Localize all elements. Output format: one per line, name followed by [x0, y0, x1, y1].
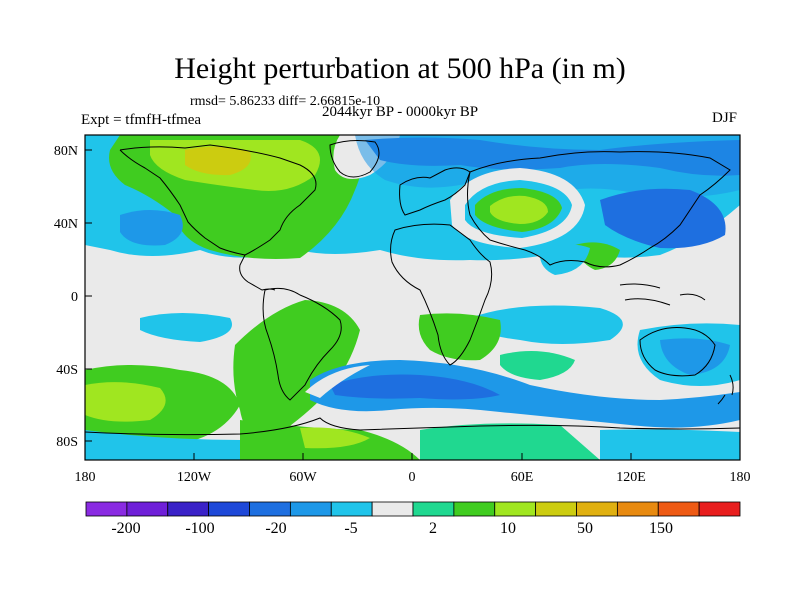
colorbar-label-neg5: -5 — [344, 520, 357, 537]
colorbar-swatch — [616, 501, 659, 517]
coast-greenland — [329, 140, 380, 178]
period-label: 2044kyr BP - 0000kyr BP — [322, 104, 479, 120]
india-lightblue — [539, 244, 590, 275]
colorbar-swatch — [167, 501, 210, 517]
colorbar-swatch — [576, 501, 618, 517]
coast-south-america — [262, 287, 342, 401]
colorbar-label-10: 10 — [500, 520, 516, 537]
season-label: DJF — [712, 110, 738, 126]
colorbar-label-neg200: -200 — [111, 520, 140, 537]
lat-tick-40s: 40S — [56, 363, 78, 378]
pacific-blue-blob — [120, 210, 183, 246]
colorbar-swatch — [249, 501, 291, 517]
colorbar-label-50: 50 — [577, 520, 593, 537]
colorbar-label-neg100: -100 — [185, 520, 214, 537]
colorbar-swatch — [412, 501, 455, 517]
colorbar-swatch — [494, 501, 537, 517]
coast-north-america — [119, 144, 317, 291]
lat-tick-0: 0 — [71, 290, 78, 305]
colorbar-label-150: 150 — [649, 520, 673, 537]
southern-ocean-neutral — [305, 365, 370, 398]
north-america-yellow — [185, 146, 251, 176]
antarctic-greencyan — [420, 423, 600, 460]
contour-field — [85, 135, 740, 460]
colorbar-swatch — [289, 501, 332, 517]
lon-tick-180w: 180 — [75, 470, 96, 485]
coastlines — [85, 140, 740, 436]
lon-tick-60w: 60W — [289, 470, 317, 485]
coast-antarctica — [85, 417, 740, 436]
colorbar — [85, 501, 741, 517]
colorbar-swatch — [371, 501, 414, 517]
colorbar-swatch — [453, 501, 496, 517]
south-pacific-yellowgreen — [85, 382, 166, 422]
lat-tick-80s: 80S — [56, 435, 78, 450]
south-pacific-lightblue — [140, 313, 232, 342]
antarctic-east-lightblue — [600, 429, 740, 460]
colorbar-swatch — [698, 501, 741, 517]
lon-tick-0: 0 — [409, 470, 416, 485]
colorbar-swatch — [330, 501, 373, 517]
stats-text: rmsd= 5.86233 diff= 2.66815e-10 — [190, 94, 381, 109]
south-america-green — [233, 300, 360, 440]
antarctic-lightblue — [85, 430, 240, 460]
lat-axis: 80N 40N 0 40S 80S — [54, 144, 92, 450]
chart-title: Height perturbation at 500 hPa (in m) — [174, 52, 626, 85]
colorbar-swatch — [657, 501, 700, 517]
coast-australia — [639, 327, 716, 377]
lon-axis: 180 120W 60W 0 60E 120E 180 — [75, 453, 751, 485]
coast-europe — [399, 167, 471, 216]
coast-maritime — [619, 283, 706, 306]
colorbar-labels: -200 -100 -20 -5 2 10 50 150 — [111, 520, 673, 537]
indian-ocean-lightblue — [470, 305, 623, 344]
colorbar-swatch — [535, 501, 577, 517]
africa-greencyan — [500, 351, 575, 380]
africa-green — [418, 313, 501, 361]
colorbar-swatch — [85, 501, 128, 517]
lat-tick-40n: 40N — [54, 217, 78, 232]
ring-yellowgreen — [490, 195, 548, 224]
colorbar-swatch — [208, 501, 250, 517]
coast-africa — [390, 223, 493, 366]
colorbar-swatch — [126, 501, 169, 517]
north-midblue — [355, 135, 740, 198]
lon-tick-120w: 120W — [177, 470, 212, 485]
colorbar-label-2: 2 — [429, 520, 437, 537]
australia-blue — [660, 338, 730, 375]
atlantic-lightblue — [85, 209, 118, 245]
lon-tick-60e: 60E — [511, 470, 534, 485]
coast-asia — [467, 151, 731, 268]
experiment-label: Expt = tfmfH-tfmea — [81, 112, 202, 128]
colorbar-label-neg20: -20 — [265, 520, 286, 537]
coast-newzealand — [717, 374, 734, 405]
lon-tick-180e: 180 — [730, 470, 751, 485]
southern-ocean-deepblue — [330, 374, 500, 400]
lon-tick-120e: 120E — [616, 470, 646, 485]
antarctic-yellowgreen — [300, 427, 370, 449]
lat-tick-80n: 80N — [54, 144, 78, 159]
